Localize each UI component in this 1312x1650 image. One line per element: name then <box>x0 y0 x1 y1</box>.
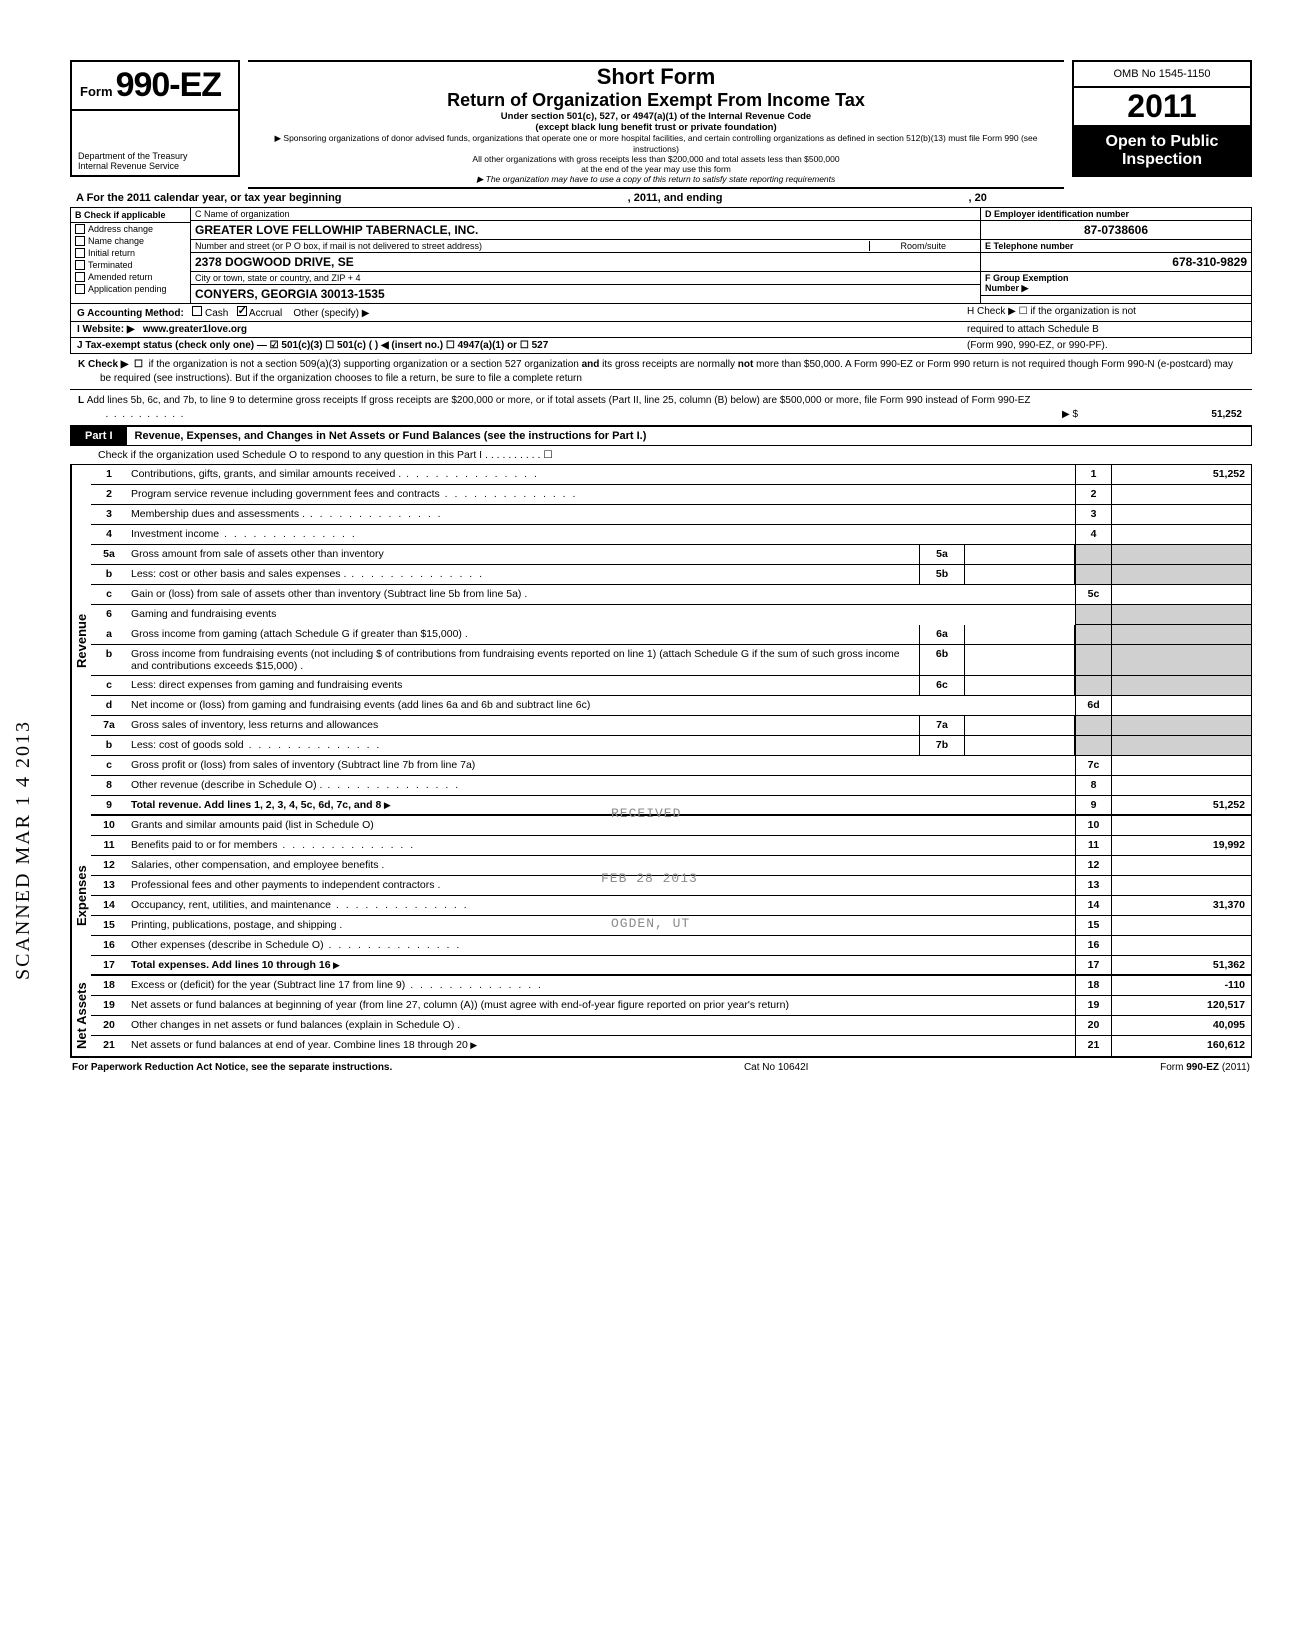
row-I: I Website: ▶ www.greater1love.org requir… <box>70 322 1252 338</box>
expenses-section: Expenses 10Grants and similar amounts pa… <box>70 816 1252 976</box>
part-I-check: Check if the organization used Schedule … <box>70 446 1252 465</box>
chk-terminated[interactable]: Terminated <box>71 259 190 271</box>
org-name: GREATER LOVE FELLOWHIP TABERNACLE, INC. <box>191 221 980 240</box>
line-A-end: , 20 <box>969 192 987 204</box>
room-label: Room/suite <box>869 241 976 251</box>
part-I-title: Revenue, Expenses, and Changes in Net As… <box>127 427 655 445</box>
chk-name[interactable]: Name change <box>71 235 190 247</box>
stamp-received: RECEIVED <box>611 806 681 821</box>
row-G: G Accounting Method: Cash Accrual Other … <box>70 304 1252 322</box>
footer-mid: Cat No 10642I <box>744 1062 809 1073</box>
footer: For Paperwork Reduction Act Notice, see … <box>70 1058 1252 1077</box>
G-label: G Accounting Method: <box>77 308 184 319</box>
right-boxes: OMB No 1545-1150 2011 Open to Public Ins… <box>1072 60 1252 177</box>
expenses-label: Expenses <box>71 816 91 976</box>
I-label: I Website: ▶ <box>77 324 135 335</box>
chk-accrual[interactable] <box>237 306 247 316</box>
open-box: Open to Public Inspection <box>1072 127 1252 177</box>
title-main: Short Form <box>254 64 1058 90</box>
street-label: Number and street (or P O box, if mail i… <box>195 241 869 251</box>
title-sponsor: ▶ Sponsoring organizations of donor advi… <box>254 133 1058 174</box>
col-DE: D Employer identification number 87-0738… <box>981 208 1251 303</box>
netassets-section: Net Assets 18Excess or (deficit) for the… <box>70 976 1252 1058</box>
omb-box: OMB No 1545-1150 <box>1072 60 1252 88</box>
form-prefix: Form <box>80 84 113 99</box>
title-satisfy: ▶ The organization may have to use a cop… <box>254 174 1058 185</box>
year-prefix: 20 <box>1127 88 1163 124</box>
col-B: B Check if applicable Address change Nam… <box>71 208 191 303</box>
line-A: A For the 2011 calendar year, or tax yea… <box>70 189 1252 208</box>
C-label: C Name of organization <box>191 208 980 221</box>
H-sub2: (Form 990, 990-EZ, or 990-PF). <box>961 338 1251 353</box>
D-label: D Employer identification number <box>981 208 1251 221</box>
line-A-mid: , 2011, and ending <box>628 192 723 204</box>
title-block: Short Form Return of Organization Exempt… <box>248 60 1064 189</box>
H-sub: required to attach Schedule B <box>961 322 1251 337</box>
part-I-header: Part I Revenue, Expenses, and Changes in… <box>70 426 1252 446</box>
revenue-label: Revenue <box>71 465 91 816</box>
footer-right: Form 990-EZ (2011) <box>1160 1062 1250 1073</box>
chk-address[interactable]: Address change <box>71 223 190 235</box>
chk-amended[interactable]: Amended return <box>71 271 190 283</box>
revenue-section: Revenue 1Contributions, gifts, grants, a… <box>70 465 1252 816</box>
L-value: 51,252 <box>1102 408 1242 422</box>
phone-value: 678-310-9829 <box>981 253 1251 272</box>
stamp-ogden: OGDEN, UT <box>611 916 690 931</box>
street-value: 2378 DOGWOOD DRIVE, SE <box>191 253 980 272</box>
grid-BCDEF: B Check if applicable Address change Nam… <box>70 208 1252 304</box>
note-L: L Add lines 5b, 6c, and 7b, to line 9 to… <box>70 390 1252 426</box>
part-I-label: Part I <box>71 427 127 445</box>
chk-initial[interactable]: Initial return <box>71 247 190 259</box>
G-other: Other (specify) ▶ <box>293 308 369 319</box>
form-header: Form 990-EZ Department of the Treasury I… <box>70 60 1252 189</box>
row-J: J Tax-exempt status (check only one) — ☑… <box>70 338 1252 354</box>
stamp-date: FEB 28 2013 <box>601 871 698 886</box>
title-under: Under section 501(c), 527, or 4947(a)(1)… <box>254 111 1058 133</box>
chk-pending[interactable]: Application pending <box>71 283 190 295</box>
H-box: H Check ▶ ☐ if the organization is not <box>961 304 1251 321</box>
dept-box: Department of the Treasury Internal Reve… <box>70 111 240 177</box>
year-box: 2011 <box>1072 88 1252 127</box>
city-label: City or town, state or country, and ZIP … <box>191 272 980 285</box>
year-digits: 11 <box>1163 88 1197 124</box>
chk-cash[interactable] <box>192 306 202 316</box>
website-value: www.greater1love.org <box>143 324 247 335</box>
J-label: J Tax-exempt status (check only one) — ☑… <box>71 338 961 353</box>
scanned-stamp: SCANNED MAR 1 4 2013 <box>12 720 35 980</box>
line-A-start: A For the 2011 calendar year, or tax yea… <box>76 192 342 204</box>
form-number: 990-EZ <box>116 66 222 104</box>
col-C: C Name of organization GREATER LOVE FELL… <box>191 208 981 303</box>
F-label: F Group Exemption Number ▶ <box>981 272 1251 296</box>
form-number-box: Form 990-EZ <box>70 60 240 111</box>
note-K: K Check ▶ ☐ K Check ▶ ☐ if the organizat… <box>70 354 1252 390</box>
city-value: CONYERS, GEORGIA 30013-1535 <box>191 285 980 303</box>
E-label: E Telephone number <box>981 240 1251 253</box>
L-arrow: ▶ $ <box>1062 408 1102 422</box>
footer-left: For Paperwork Reduction Act Notice, see … <box>72 1062 392 1073</box>
ein-value: 87-0738606 <box>981 221 1251 240</box>
B-header: B Check if applicable <box>71 208 190 223</box>
title-sub: Return of Organization Exempt From Incom… <box>254 90 1058 111</box>
netassets-label: Net Assets <box>71 976 91 1056</box>
